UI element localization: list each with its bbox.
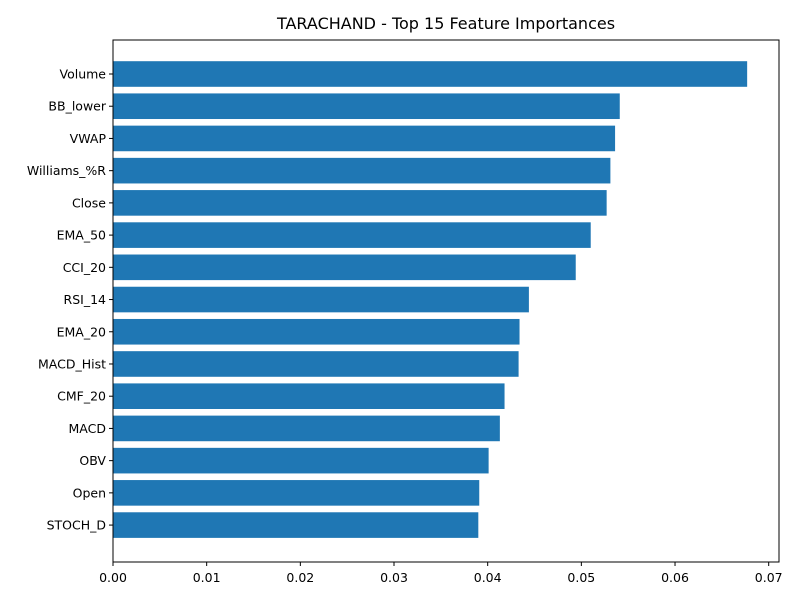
bar-vwap [113, 125, 616, 152]
x-tick-label: 0.07 [755, 570, 783, 585]
y-tick-label: EMA_20 [57, 324, 106, 339]
y-tick-label: Close [72, 195, 106, 210]
plot-area-frame [112, 39, 780, 563]
bar-cci-20 [113, 254, 576, 281]
y-tick-label: MACD_Hist [38, 356, 106, 371]
bar-open [113, 480, 480, 506]
x-tick-label: 0.06 [661, 570, 689, 585]
x-tick-label: 0.03 [380, 570, 408, 585]
bar-williams-r [113, 157, 611, 184]
y-tick-label: CMF_20 [57, 389, 106, 404]
y-axis-ticks: Volume BB_lower VWAP Williams_%R Close EMA_50… [27, 67, 113, 533]
y-tick-label: MACD [69, 421, 106, 436]
y-tick-label: OBV [79, 453, 106, 468]
bar-bb-lower [113, 93, 620, 120]
x-tick-label: 0.04 [474, 570, 502, 585]
x-tick-label: 0.00 [99, 570, 127, 585]
y-tick-label: EMA_50 [57, 228, 106, 243]
bar-ema-20 [113, 318, 520, 345]
bar-volume [113, 61, 748, 87]
y-tick-label: RSI_14 [64, 292, 107, 307]
bar-close [113, 190, 607, 216]
y-tick-label: Williams_%R [27, 163, 106, 178]
x-axis-ticks: 0.00 0.01 0.02 0.03 0.04 0.05 0.06 0.07 [99, 562, 783, 585]
y-tick-label: CCI_20 [63, 260, 106, 275]
bar-macd [113, 415, 500, 442]
chart-title: TARACHAND - Top 15 Feature Importances [276, 14, 615, 33]
x-tick-label: 0.05 [567, 570, 595, 585]
bar-ema-50 [113, 222, 591, 248]
bar-cmf-20 [113, 383, 505, 409]
bar-macd-hist [113, 351, 519, 377]
bar-rsi-14 [113, 286, 529, 313]
y-tick-label: Volume [60, 67, 107, 82]
x-tick-label: 0.01 [193, 570, 221, 585]
x-tick-label: 0.02 [286, 570, 314, 585]
y-tick-label: BB_lower [48, 99, 106, 114]
bars-layer [113, 61, 748, 538]
bar-stoch-d [113, 512, 479, 538]
y-tick-label: Open [73, 485, 106, 500]
y-tick-label: STOCH_D [47, 518, 106, 533]
bar-obv [113, 447, 489, 474]
y-tick-label: VWAP [70, 131, 107, 146]
